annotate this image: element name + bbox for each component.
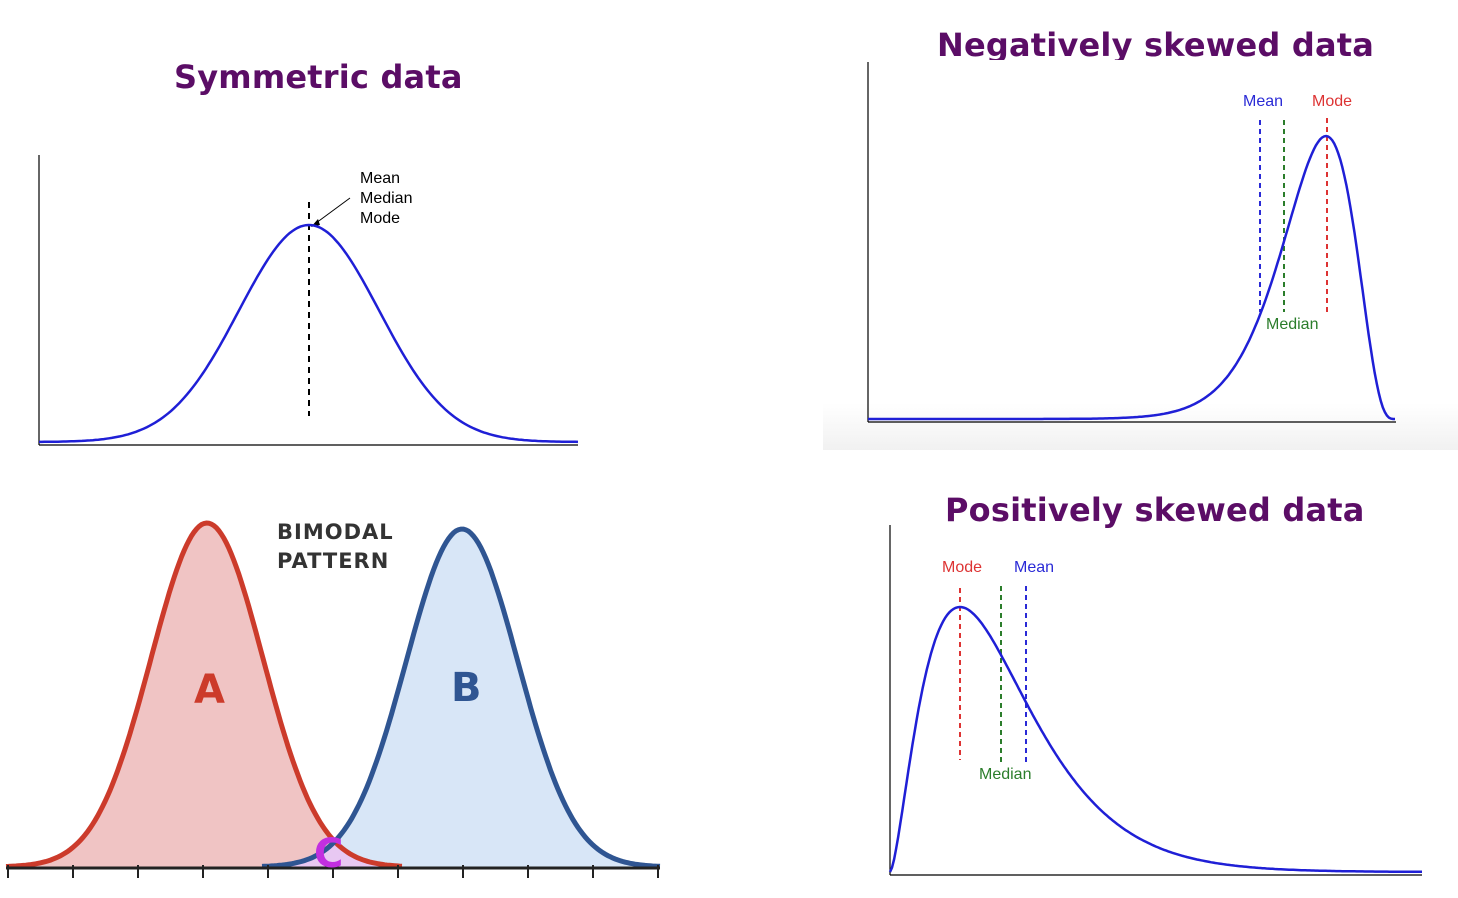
bimodal-chart: BIMODAL PATTERN A B C bbox=[0, 505, 670, 898]
symmetric-curve bbox=[39, 223, 579, 444]
overlap-c-fill bbox=[262, 842, 402, 867]
curve-a-fill bbox=[6, 523, 402, 867]
symmetric-svg: Mean Median Mode bbox=[38, 155, 579, 446]
bimodal-label-line2: PATTERN bbox=[277, 549, 389, 573]
negative-chart: Mean Mode Median bbox=[823, 60, 1458, 450]
negative-svg: Mean Mode Median bbox=[867, 62, 1396, 423]
label-median: Median bbox=[979, 766, 1031, 783]
label-mode: Mode bbox=[360, 210, 400, 227]
negative-title: Negatively skewed data bbox=[937, 26, 1375, 64]
x-axis-ticks bbox=[7, 865, 659, 878]
positive-svg: Mode Mean Median bbox=[888, 525, 1422, 876]
label-mode: Mode bbox=[942, 559, 982, 576]
label-b: B bbox=[451, 665, 482, 711]
curve-b-fill bbox=[262, 529, 660, 867]
symmetric-chart: Mean Median Mode bbox=[0, 140, 600, 460]
label-mean: Mean bbox=[1014, 559, 1054, 576]
symmetric-title: Symmetric data bbox=[174, 58, 463, 96]
label-mean: Mean bbox=[1243, 93, 1283, 110]
bimodal-svg: BIMODAL PATTERN A B C bbox=[5, 520, 661, 878]
label-mode: Mode bbox=[1312, 93, 1352, 110]
label-mean: Mean bbox=[360, 170, 400, 187]
positive-curve bbox=[888, 605, 1422, 874]
label-median: Median bbox=[1266, 316, 1318, 333]
label-a: A bbox=[194, 667, 225, 713]
label-c: C bbox=[314, 831, 343, 877]
bimodal-label-line1: BIMODAL bbox=[277, 520, 394, 544]
label-median: Median bbox=[360, 190, 412, 207]
negative-curve bbox=[868, 134, 1395, 421]
positive-chart: Mode Mean Median bbox=[860, 520, 1458, 898]
curve-b bbox=[261, 526, 661, 869]
positive-title: Positively skewed data bbox=[945, 491, 1365, 529]
